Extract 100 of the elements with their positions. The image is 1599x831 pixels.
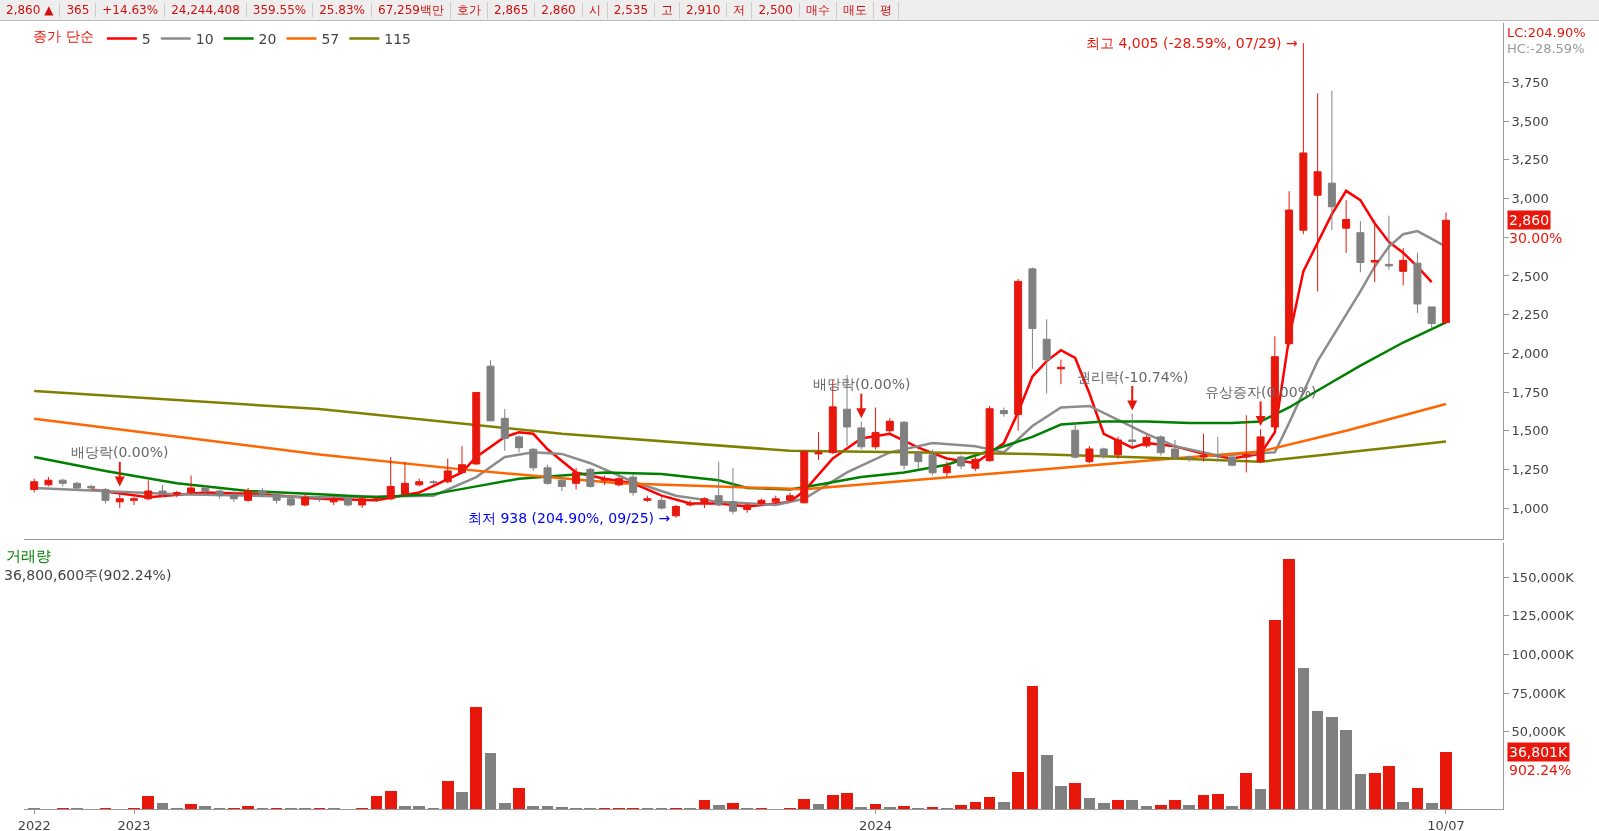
candlestick [158,484,167,498]
bar [727,802,739,809]
text: 30.00% [1509,230,1563,246]
bar [413,806,426,809]
bar [1055,786,1067,809]
y-tick-label: 50,000K [1511,724,1567,740]
bar [812,803,825,809]
candlestick [201,485,210,495]
legend-label: 10 [195,31,214,48]
candlestick [971,456,980,472]
bar [698,799,711,809]
candlestick [957,454,966,470]
candlestick [386,456,395,501]
bar [1268,620,1281,809]
candlestick [1142,434,1151,449]
text: 2,860 ▲ [0,3,61,17]
candlestick [1099,447,1108,460]
candlestick [215,488,224,500]
bar [1154,804,1167,809]
annotation: 배당락(0.00%) [71,444,169,460]
candlestick [600,475,609,486]
candlestick [985,405,994,463]
bar [1397,801,1410,809]
candlestick [443,458,452,484]
legend-label: 5 [141,31,151,48]
bar [883,806,896,809]
y-tick-label: 2,250 [1511,307,1549,323]
bar [1069,783,1082,809]
bar [955,804,967,809]
candlestick [857,420,866,450]
candlestick [87,484,96,492]
y-tick-label: 2,000 [1511,345,1549,361]
candlestick [1256,428,1265,464]
text: 359.55% [246,3,314,17]
candlestick [999,406,1008,418]
candlestick [1427,306,1436,330]
bar [399,806,411,809]
candlestick [372,496,381,503]
text: 2,865 [488,3,536,17]
bar [1383,766,1395,809]
legend-title: 종가 단순 [33,28,94,45]
bar [983,797,996,809]
text: 902.24% [1509,762,1572,778]
candlestick [914,450,923,470]
candlestick [1014,278,1023,432]
candlestick [757,498,766,506]
candlestick [458,445,466,475]
candlestick [543,464,552,486]
bar [1040,754,1053,809]
candlestick [785,492,794,503]
bar [798,799,811,809]
bar [156,803,169,809]
x-tick-label: 2022 [17,817,51,831]
text: 매수 [799,1,837,19]
y-tick-label: 3,000 [1511,191,1549,207]
candlestick [871,406,880,450]
bar [541,805,554,809]
candlestick [1185,454,1194,463]
bar [441,781,454,809]
bar [1169,800,1181,809]
candlestick [800,450,809,504]
y-tick-label: 1,250 [1511,461,1549,477]
candlestick [1228,454,1237,467]
candlestick [814,431,823,461]
text: 매도 [836,1,874,19]
candlestick [1085,445,1094,464]
text: LC:204.90% [1507,25,1586,40]
bar [185,804,197,809]
candlestick [1156,434,1165,456]
text: 36,800,600주(902.24%) [4,567,172,583]
bar [869,803,882,809]
candlestick [1285,190,1294,347]
bar [1126,800,1139,809]
bar [998,801,1010,809]
bar [898,805,910,809]
bar [384,791,397,809]
text: 24,244,408 [165,3,247,17]
candlestick [1056,359,1065,385]
text: 25.83% [313,3,372,17]
candlestick [429,479,438,486]
candlestick [244,487,253,503]
bar [1112,800,1124,809]
candlestick [1399,247,1408,286]
candlestick [1171,439,1180,461]
text: HC:-28.59% [1507,41,1585,56]
bar [1326,717,1338,809]
bar [1340,730,1352,809]
bar [1297,667,1310,809]
bar [1083,798,1096,809]
candlestick [1413,252,1422,314]
text: +14.63% [96,3,166,17]
bar [242,806,254,809]
y-tick-label: 125,000K [1511,608,1575,624]
bar [1197,795,1210,809]
bar [527,805,540,809]
legend-label: 57 [321,31,340,48]
candlestick [771,495,780,504]
bar [1140,805,1153,809]
bar [1211,794,1224,809]
bar [841,792,853,809]
